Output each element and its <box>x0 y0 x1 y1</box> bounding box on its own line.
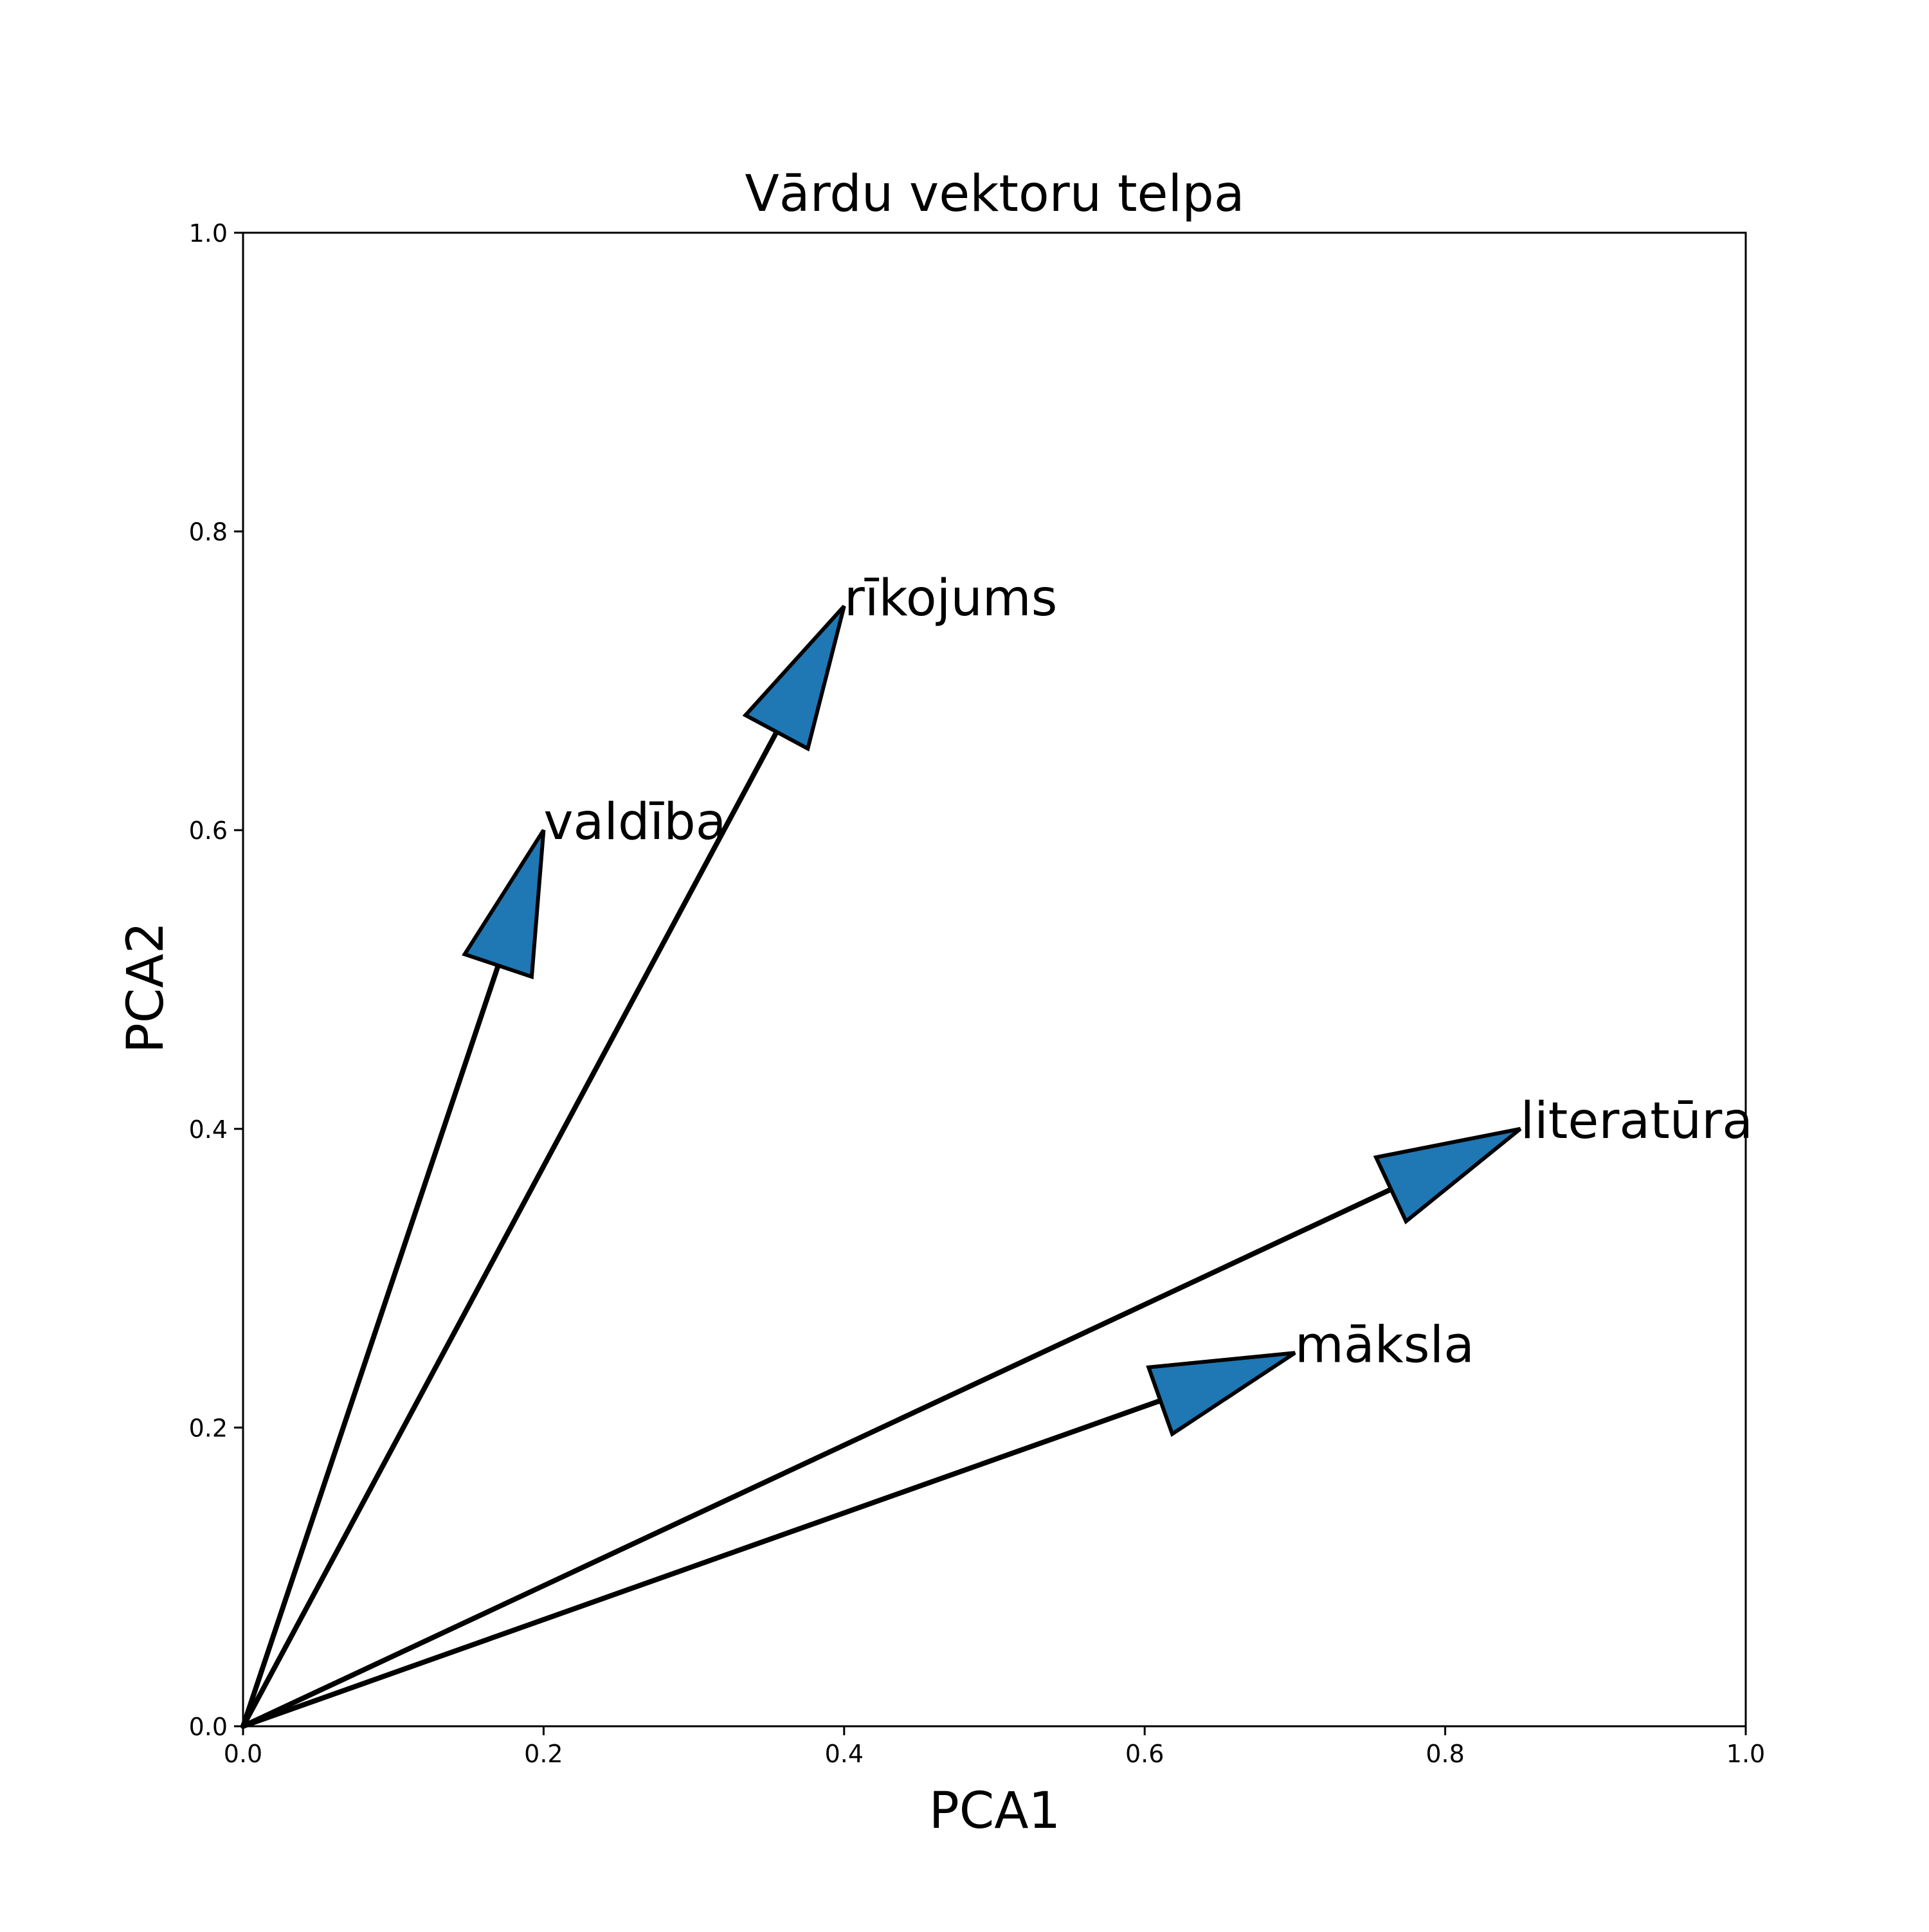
x-tick-label: 0.0 <box>224 1740 262 1768</box>
vector-arrowhead <box>1146 1351 1296 1437</box>
y-tick-label: 0.0 <box>189 1713 228 1741</box>
y-tick-label: 1.0 <box>189 219 228 248</box>
vector-shaft <box>240 957 503 1729</box>
x-axis-label: PCA1 <box>929 1782 1060 1840</box>
x-tick-label: 0.8 <box>1426 1740 1464 1768</box>
x-tick-label: 0.4 <box>825 1740 864 1768</box>
x-tick-label: 0.6 <box>1125 1740 1164 1768</box>
y-axis-label: PCA2 <box>117 922 175 1053</box>
plot-frame <box>242 231 1747 1728</box>
x-tick-label: 0.2 <box>524 1740 563 1768</box>
y-tick-label: 0.8 <box>189 518 228 546</box>
vector-arrowhead <box>1373 1126 1522 1225</box>
vector-arrowhead <box>742 604 846 752</box>
y-tick-label: 0.6 <box>189 817 228 845</box>
y-tick-label: 0.2 <box>189 1414 228 1442</box>
vector-label: māksla <box>1295 1316 1474 1374</box>
vector-arrowhead <box>462 829 546 980</box>
y-tick-label: 0.4 <box>189 1115 228 1144</box>
vector-label: rīkojums <box>844 570 1058 627</box>
x-tick-label: 1.0 <box>1726 1740 1765 1768</box>
vector-label: literatūra <box>1520 1092 1753 1150</box>
vector-shaft <box>240 723 783 1729</box>
vector-label: valdība <box>543 793 726 851</box>
chart-title: Vārdu vektoru telpa <box>745 165 1244 223</box>
vector-shaft <box>240 1184 1400 1729</box>
vector-shaft <box>240 1396 1170 1729</box>
